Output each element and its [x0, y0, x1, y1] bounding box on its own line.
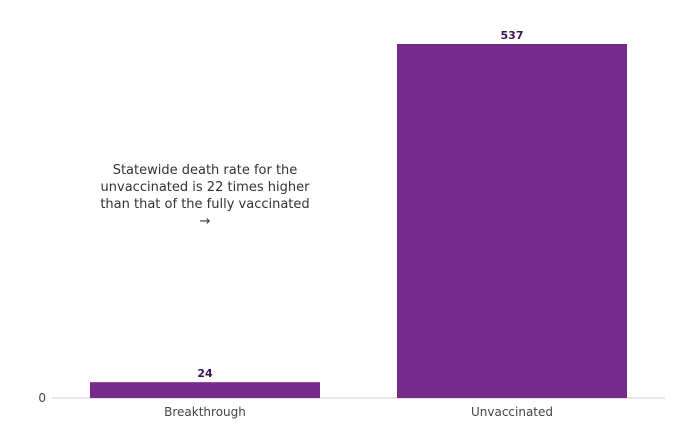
- x-tick-label-unvaccinated: Unvaccinated: [471, 405, 553, 419]
- bar-breakthrough: [90, 382, 320, 398]
- bar-unvaccinated: [397, 44, 627, 398]
- bars-group: 24 Breakthrough 537 Unvaccinated: [90, 29, 627, 419]
- data-label-breakthrough: 24: [197, 367, 213, 380]
- chart-annotation: Statewide death rate for the unvaccinate…: [100, 163, 310, 229]
- data-label-unvaccinated: 537: [501, 29, 524, 42]
- x-tick-label-breakthrough: Breakthrough: [164, 405, 246, 419]
- y-tick-label: 0: [38, 391, 46, 405]
